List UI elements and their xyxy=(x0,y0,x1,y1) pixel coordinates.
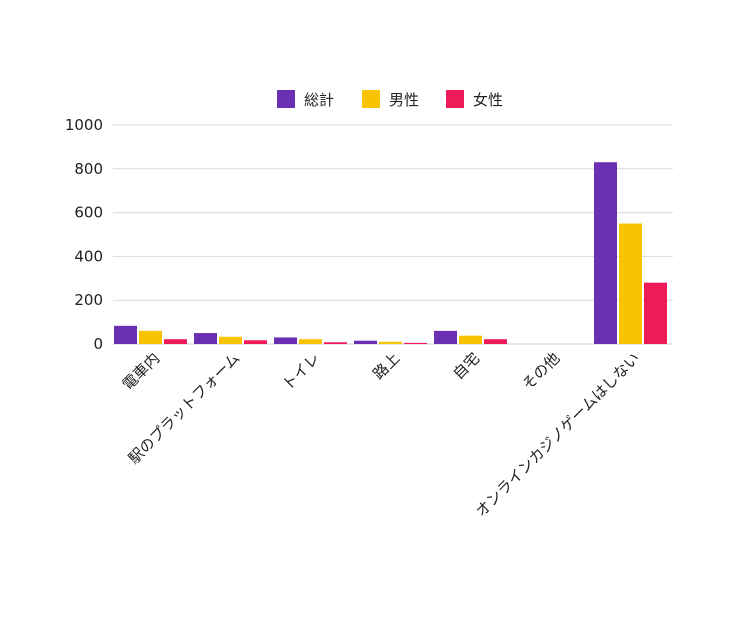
legend-swatch xyxy=(446,90,464,108)
legend-swatch xyxy=(362,90,380,108)
x-tick-label: 路上 xyxy=(369,349,403,383)
bar xyxy=(619,223,642,344)
legend-label: 男性 xyxy=(389,91,419,109)
bar xyxy=(644,282,667,344)
bar xyxy=(404,342,427,344)
bar xyxy=(274,337,297,344)
x-tick-label: トイレ xyxy=(279,349,324,394)
legend-item: 男性 xyxy=(362,90,419,109)
bar xyxy=(164,339,187,344)
bar xyxy=(139,330,162,344)
legend-item: 女性 xyxy=(446,90,503,109)
bar xyxy=(219,336,242,344)
y-axis: 0 200 400 600 800 1000 xyxy=(65,116,103,353)
y-tick-label: 200 xyxy=(74,291,103,309)
legend-label: 女性 xyxy=(473,91,503,109)
bar xyxy=(379,341,402,344)
bar xyxy=(459,335,482,344)
bar xyxy=(594,162,617,344)
bars xyxy=(114,162,667,344)
x-tick-label: 自宅 xyxy=(449,349,483,383)
y-tick-label: 0 xyxy=(93,335,103,353)
bar xyxy=(244,340,267,344)
bar xyxy=(324,342,347,344)
bar xyxy=(354,340,377,344)
gridlines xyxy=(113,124,673,345)
legend-label: 総計 xyxy=(304,91,334,109)
x-tick-label: 電車内 xyxy=(119,349,164,394)
legend-swatch xyxy=(277,90,295,108)
legend-item: 総計 xyxy=(277,90,334,109)
x-tick-label: オンラインカジノゲームはしない xyxy=(472,349,643,520)
x-tick-label: その他 xyxy=(519,349,564,394)
y-tick-label: 1000 xyxy=(65,116,103,134)
bar xyxy=(194,333,217,344)
bar xyxy=(434,330,457,344)
bar xyxy=(484,339,507,344)
bar xyxy=(299,339,322,344)
y-tick-label: 800 xyxy=(74,160,103,178)
chart-legend: 総計 男性 女性 xyxy=(277,90,503,109)
y-tick-label: 400 xyxy=(74,247,103,265)
bar xyxy=(114,325,137,344)
y-tick-label: 600 xyxy=(74,204,103,222)
